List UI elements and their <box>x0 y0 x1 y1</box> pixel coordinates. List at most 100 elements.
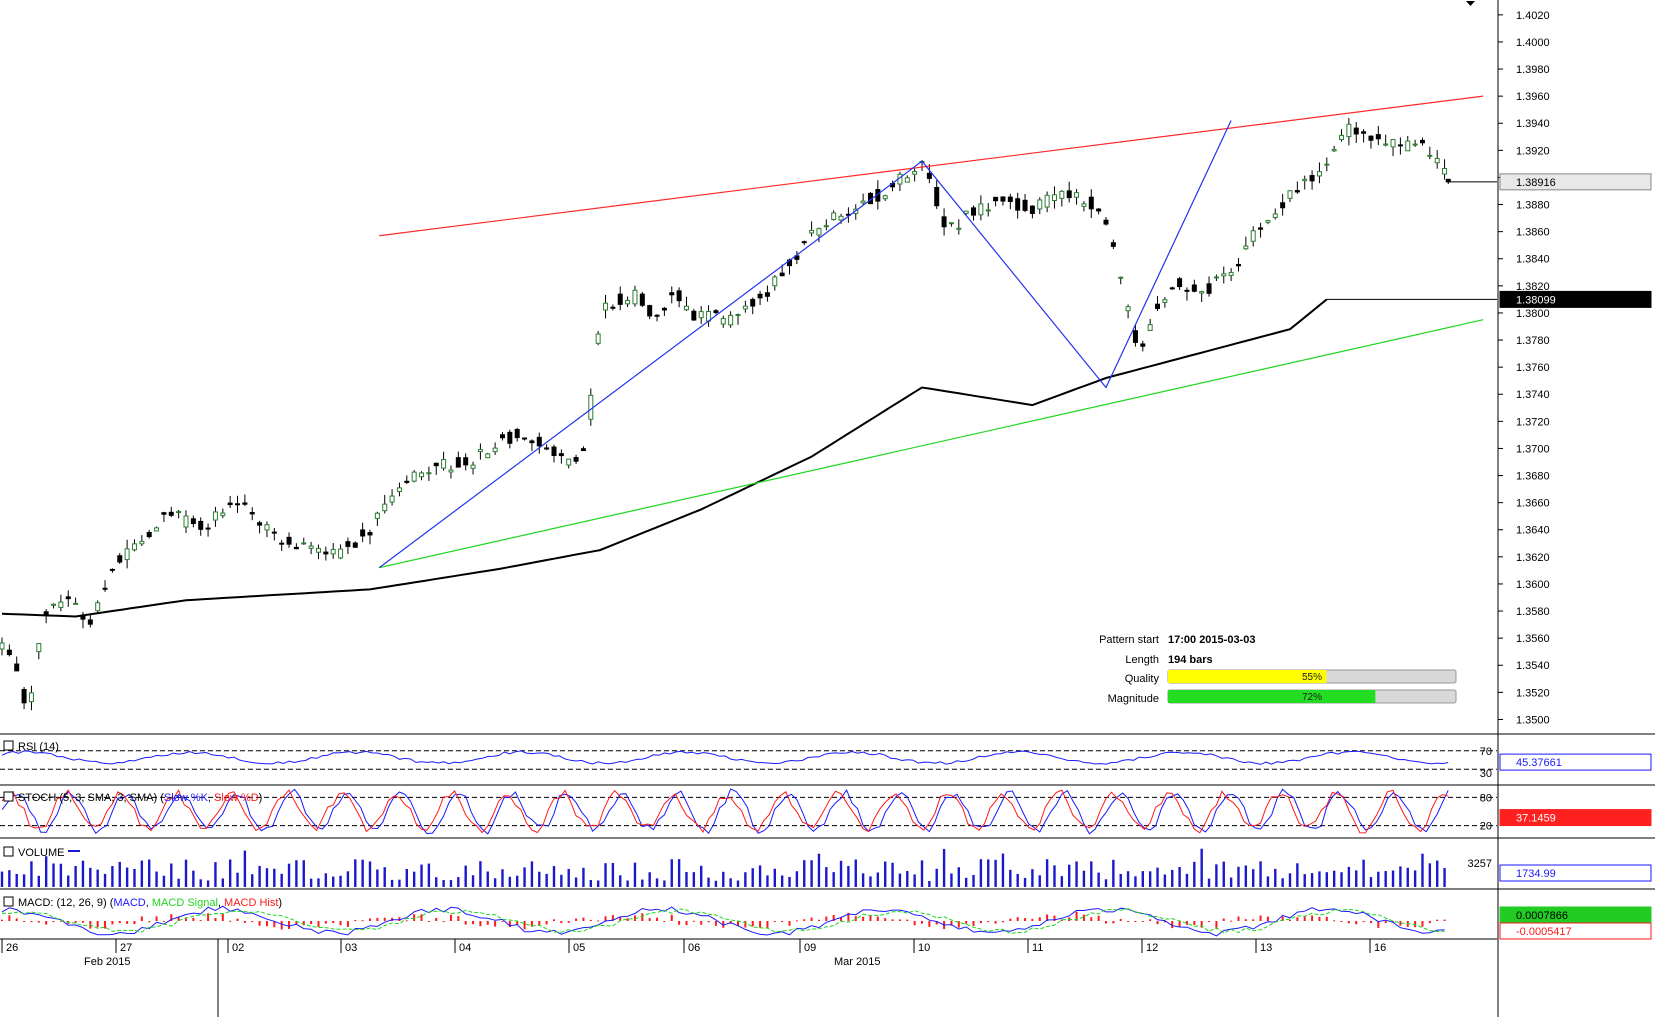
candle-body[interactable] <box>28 692 34 703</box>
candle-body[interactable] <box>441 459 447 469</box>
candle-body[interactable] <box>735 314 741 317</box>
candle-body[interactable] <box>198 520 204 530</box>
candle-body[interactable] <box>1331 149 1337 152</box>
candle-body[interactable] <box>485 453 491 459</box>
macd-close-icon[interactable] <box>3 896 14 907</box>
candle-body[interactable] <box>713 310 719 314</box>
candle-body[interactable] <box>264 524 270 531</box>
candle-body[interactable] <box>1029 205 1035 214</box>
candle-body[interactable] <box>1184 289 1190 292</box>
candle-body[interactable] <box>477 449 483 453</box>
candle-body[interactable] <box>764 292 770 297</box>
candle-body[interactable] <box>948 222 954 225</box>
candle-body[interactable] <box>691 310 697 321</box>
candle-body[interactable] <box>315 547 321 553</box>
candle-body[interactable] <box>1235 263 1241 267</box>
candle-body[interactable] <box>882 195 888 200</box>
scroll-marker-icon[interactable] <box>1466 1 1475 6</box>
candle-body[interactable] <box>205 527 211 530</box>
candle-body[interactable] <box>580 448 586 452</box>
rsi-panel[interactable]: RSI (14) 70 30 <box>0 740 1497 780</box>
candle-body[interactable] <box>683 305 689 311</box>
candle-body[interactable] <box>161 512 167 515</box>
candle-body[interactable] <box>1177 278 1183 288</box>
candle-body[interactable] <box>1118 276 1124 279</box>
candle-body[interactable] <box>1191 284 1197 292</box>
candle-body[interactable] <box>941 216 947 228</box>
candle-body[interactable] <box>566 458 572 466</box>
candle-body[interactable] <box>1147 324 1153 331</box>
candle-body[interactable] <box>904 177 910 183</box>
candle-body[interactable] <box>1339 134 1345 141</box>
candle-body[interactable] <box>603 302 609 311</box>
candle-body[interactable] <box>183 515 189 528</box>
candle-body[interactable] <box>661 307 667 311</box>
candle-body[interactable] <box>558 453 564 457</box>
candle-body[interactable] <box>139 540 145 545</box>
candle-body[interactable] <box>1434 158 1440 164</box>
candle-body[interactable] <box>345 541 351 547</box>
candle-body[interactable] <box>639 293 645 306</box>
candle-body[interactable] <box>455 457 461 468</box>
candle-body[interactable] <box>1199 291 1205 294</box>
candle-body[interactable] <box>293 546 299 550</box>
candle-body[interactable] <box>1309 175 1315 182</box>
price-panel[interactable] <box>0 117 1451 711</box>
candle-body[interactable] <box>1405 140 1411 152</box>
candle-body[interactable] <box>1206 283 1212 294</box>
candle-body[interactable] <box>65 596 71 600</box>
candle-body[interactable] <box>301 542 307 545</box>
candle-body[interactable] <box>1353 127 1359 135</box>
candle-body[interactable] <box>1397 144 1403 147</box>
stoch-panel[interactable]: STOCH (5, 3, SMA, 3, SMA) (Slow %K, Slow… <box>0 788 1497 835</box>
candle-body[interactable] <box>396 487 402 492</box>
candle-body[interactable] <box>36 643 42 653</box>
candle-body[interactable] <box>227 502 233 506</box>
candle-body[interactable] <box>1302 178 1308 182</box>
candle-body[interactable] <box>1383 143 1389 146</box>
candle-body[interactable] <box>831 212 837 220</box>
candle-body[interactable] <box>117 555 123 563</box>
candle-body[interactable] <box>1316 171 1322 177</box>
candle-body[interactable] <box>801 241 807 244</box>
candle-body[interactable] <box>529 440 535 444</box>
candle-body[interactable] <box>595 333 601 344</box>
candle-body[interactable] <box>87 619 93 625</box>
candle-body[interactable] <box>544 447 550 450</box>
candle-body[interactable] <box>1074 192 1080 198</box>
candle-body[interactable] <box>109 568 115 571</box>
candle-body[interactable] <box>1140 343 1146 347</box>
candle-body[interactable] <box>374 512 380 519</box>
candle-body[interactable] <box>154 527 160 532</box>
candle-body[interactable] <box>625 299 631 305</box>
candle-body[interactable] <box>1059 190 1065 199</box>
candle-body[interactable] <box>463 457 469 466</box>
candle-body[interactable] <box>978 203 984 216</box>
candle-body[interactable] <box>102 587 108 590</box>
candle-body[interactable] <box>360 529 366 537</box>
candle-body[interactable] <box>573 456 579 462</box>
candle-body[interactable] <box>286 536 292 545</box>
candle-body[interactable] <box>338 548 344 559</box>
candle-body[interactable] <box>794 255 800 260</box>
candle-body[interactable] <box>1022 199 1028 211</box>
candle-body[interactable] <box>676 290 682 302</box>
candle-body[interactable] <box>1015 198 1021 211</box>
candle-body[interactable] <box>242 502 248 505</box>
candle-body[interactable] <box>1162 299 1168 303</box>
candle-body[interactable] <box>14 663 20 672</box>
candle-body[interactable] <box>816 228 822 236</box>
candle-body[interactable] <box>926 172 932 179</box>
candle-body[interactable] <box>698 311 704 319</box>
candle-body[interactable] <box>823 225 829 228</box>
candle-body[interactable] <box>971 207 977 216</box>
candle-body[interactable] <box>654 314 660 317</box>
candle-body[interactable] <box>124 548 130 561</box>
candle-body[interactable] <box>514 428 520 439</box>
candle-body[interactable] <box>1419 139 1425 144</box>
candle-body[interactable] <box>470 464 476 469</box>
candle-body[interactable] <box>551 446 557 456</box>
candle-body[interactable] <box>838 215 844 221</box>
candle-body[interactable] <box>51 603 57 606</box>
